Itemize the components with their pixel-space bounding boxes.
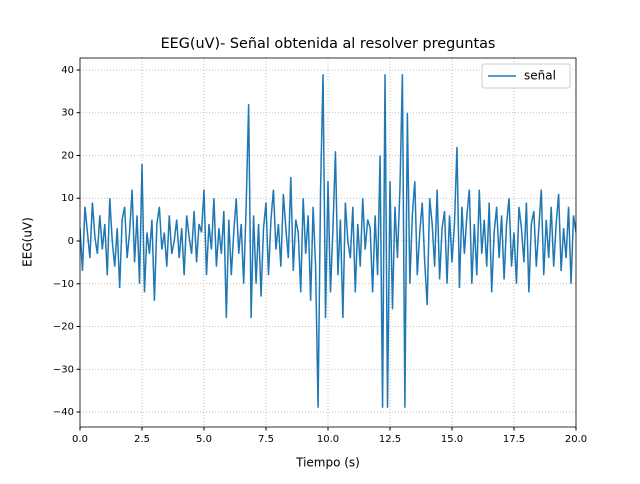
plot-frame <box>79 57 577 428</box>
x-tick-label: 15.0 <box>441 434 463 445</box>
x-tick-label: 20.0 <box>565 434 587 445</box>
y-tick-label: 30 <box>61 108 74 119</box>
x-tick-label: 2.5 <box>134 434 150 445</box>
line-series <box>80 74 576 408</box>
y-tick-label: 10 <box>61 193 74 204</box>
y-tick-label: 0 <box>68 236 74 247</box>
x-axis-label: Tiempo (s) <box>295 456 360 470</box>
chart-title: EEG(uV)- Señal obtenida al resolver preg… <box>161 36 496 52</box>
y-axis-label: EEG(uV) <box>21 217 35 267</box>
x-tick-label: 17.5 <box>503 434 525 445</box>
y-tick-label: −10 <box>53 279 74 290</box>
x-tick-label: 7.5 <box>258 434 274 445</box>
x-tick-label: 5.0 <box>196 434 212 445</box>
y-tick-label: 20 <box>61 150 74 161</box>
y-tick-label: −20 <box>53 322 74 333</box>
legend-label: señal <box>524 69 556 83</box>
y-tick-label: −30 <box>53 364 74 375</box>
x-tick-label: 0.0 <box>72 434 88 445</box>
legend-box <box>481 63 571 89</box>
y-tick-label: 40 <box>61 65 74 76</box>
y-tick-label: −40 <box>53 407 74 418</box>
x-tick-label: 10.0 <box>317 434 339 445</box>
x-tick-label: 12.5 <box>379 434 401 445</box>
